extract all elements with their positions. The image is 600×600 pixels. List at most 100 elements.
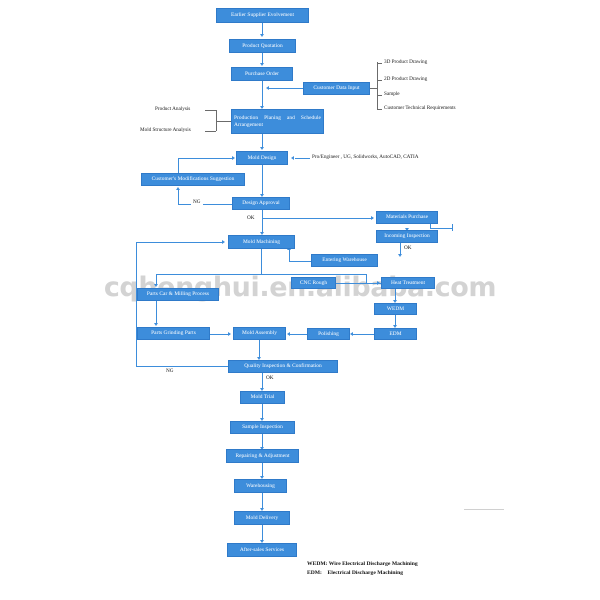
edge-cnc-to-heat [336, 283, 379, 284]
node-label: Heat Treatment [390, 279, 426, 286]
node-polishing[interactable]: Polishing [307, 328, 350, 340]
edge-design-to-approval [262, 165, 263, 195]
node-parts-car-milling[interactable]: Parts Car & Milling Process [137, 288, 219, 301]
arrowhead-down [405, 228, 409, 231]
edge-quality-ng-h [136, 366, 228, 367]
arrowhead-down [398, 254, 402, 257]
node-label: Product Quotation [242, 42, 283, 49]
tick-3d-drawing [377, 63, 382, 64]
node-label: Production Planing and Schedule Arrangem… [234, 114, 321, 128]
tick-mold-structure-analysis [205, 131, 216, 132]
watermark-bar [464, 509, 504, 510]
node-quality-inspection[interactable]: Quality Inspection & Confirmation [228, 360, 338, 373]
node-after-sales-services[interactable]: After-sales Services [227, 543, 297, 557]
edge-planning-to-design [262, 134, 263, 148]
edge-sample-to-repairing [262, 434, 263, 448]
edge-customer-data-to-spine [269, 88, 303, 89]
arrowhead-right [377, 281, 380, 285]
node-earlier-supplier-evolvement[interactable]: Earlier Supplier Evolvement [216, 8, 309, 23]
bus-branch-cnc [366, 274, 367, 283]
feedback-modifications-up [178, 158, 179, 173]
node-label: Customer Data Input [313, 85, 360, 92]
node-mold-trial[interactable]: Mold Trial [240, 391, 285, 404]
node-cnc-rough[interactable]: CNC Rough [291, 277, 336, 289]
node-mold-design[interactable]: Mold Design [236, 151, 288, 165]
node-label: Entering Warehouse [322, 257, 367, 264]
node-label: Polishing [318, 330, 339, 337]
anno-3d-product-drawing: 3D Product Drawing [384, 59, 428, 65]
node-heat-treatment[interactable]: Heat Treatment [381, 277, 435, 289]
node-edm[interactable]: EDM [374, 328, 417, 340]
node-wedm[interactable]: WEDM [374, 303, 417, 315]
edge-feedback-rail-to-machining [136, 242, 223, 243]
node-label: Mold Delivery [245, 514, 279, 521]
bracket-customer-inputs-vertical [377, 62, 378, 110]
node-mold-delivery[interactable]: Mold Delivery [234, 511, 290, 525]
edge-approval-to-materials [262, 218, 373, 219]
node-repairing-adjustment[interactable]: Repairing & Adjustment [226, 449, 299, 463]
edge-materials-to-incoming-h [430, 228, 452, 229]
node-purchase-order[interactable]: Purchase Order [231, 67, 293, 81]
node-sample-inspection[interactable]: Sample Inspection [230, 421, 295, 434]
arrowhead-down [260, 232, 264, 235]
node-mold-machining[interactable]: Mold Machining [228, 235, 295, 249]
arrowhead-up [176, 187, 180, 190]
tick-product-analysis [205, 110, 216, 111]
edge-quality-to-trial [262, 373, 263, 389]
edge-parts-car-to-grinding [156, 301, 157, 324]
edge-delivery-to-after-sales [262, 525, 263, 541]
arrowhead-down [393, 300, 397, 303]
arrowhead-down [393, 325, 397, 328]
node-production-planning[interactable]: Production Planing and Schedule Arrangem… [231, 109, 324, 134]
arrowhead-right [228, 332, 231, 336]
arrowhead-down [260, 147, 264, 150]
bus-machining-down [261, 249, 262, 275]
node-customer-modifications-suggestion[interactable]: Customer's Modifications Suggestion [141, 173, 245, 186]
edge-quotation-to-order [262, 53, 263, 64]
label-design-ng: NG [191, 199, 203, 206]
arrowhead-left [266, 86, 269, 90]
node-label: EDM [389, 330, 402, 337]
label-incoming-ok: OK [404, 245, 412, 251]
edge-materials-to-incoming-drop [452, 224, 453, 231]
node-parts-grinding[interactable]: Parts Grinding Parts [137, 327, 210, 340]
node-warehousing[interactable]: Warehousing [234, 479, 287, 493]
edge-edm-to-polishing [353, 334, 374, 335]
anno-cad-software: Pro/Engineer , UG, Solidworks, AutoCAD, … [312, 154, 419, 160]
node-label: Design Approval [242, 200, 280, 207]
anno-2d-product-drawing: 2D Product Drawing [384, 76, 428, 82]
node-label: Parts Car & Milling Process [146, 291, 210, 298]
node-design-approval[interactable]: Design Approval [232, 197, 290, 210]
edge-incoming-ok-vertical [400, 243, 401, 255]
arrowhead-down [260, 476, 264, 479]
edge-warehouse-to-machining-v [289, 250, 290, 261]
node-mold-assembly[interactable]: Mold Assembly [233, 327, 286, 340]
node-label: CNC Rough [299, 279, 328, 286]
node-customer-data-input[interactable]: Customer Data Input [303, 82, 370, 95]
arrowhead-left [287, 332, 290, 336]
tick-customer-tech-req [377, 109, 382, 110]
node-label: After-sales Services [239, 546, 285, 553]
edge-approval-to-machining [262, 210, 263, 233]
feedback-modifications-right [178, 158, 233, 159]
node-label: WEDM [386, 305, 405, 312]
arrowhead-down [260, 508, 264, 511]
label-design-ok: OK [247, 215, 255, 221]
anno-product-analysis: Product Analysis [155, 106, 191, 112]
legend-edm: EDM: Electrical Discharge Machining [307, 570, 404, 576]
bus-branch-parts-car [156, 274, 157, 285]
node-label: Warehousing [246, 482, 275, 489]
node-label: Repairing & Adjustment [235, 452, 290, 459]
tick-2d-drawing [377, 80, 382, 81]
bracket-analysis-stem [217, 121, 231, 122]
arrowhead-down [260, 447, 264, 450]
node-entering-warehouse[interactable]: Entering Warehouse [311, 254, 378, 267]
edge-materials-to-incoming-v [430, 224, 431, 228]
node-label: Mold Trial [250, 394, 275, 401]
node-product-quotation[interactable]: Product Quotation [229, 39, 296, 53]
node-incoming-inspection[interactable]: Incoming Inspection [376, 230, 438, 243]
arrowhead-down [260, 194, 264, 197]
label-quality-ok: OK [266, 375, 274, 381]
edge-heat-to-wedm [395, 289, 396, 301]
node-materials-purchase[interactable]: Materials Purchase [376, 211, 438, 224]
